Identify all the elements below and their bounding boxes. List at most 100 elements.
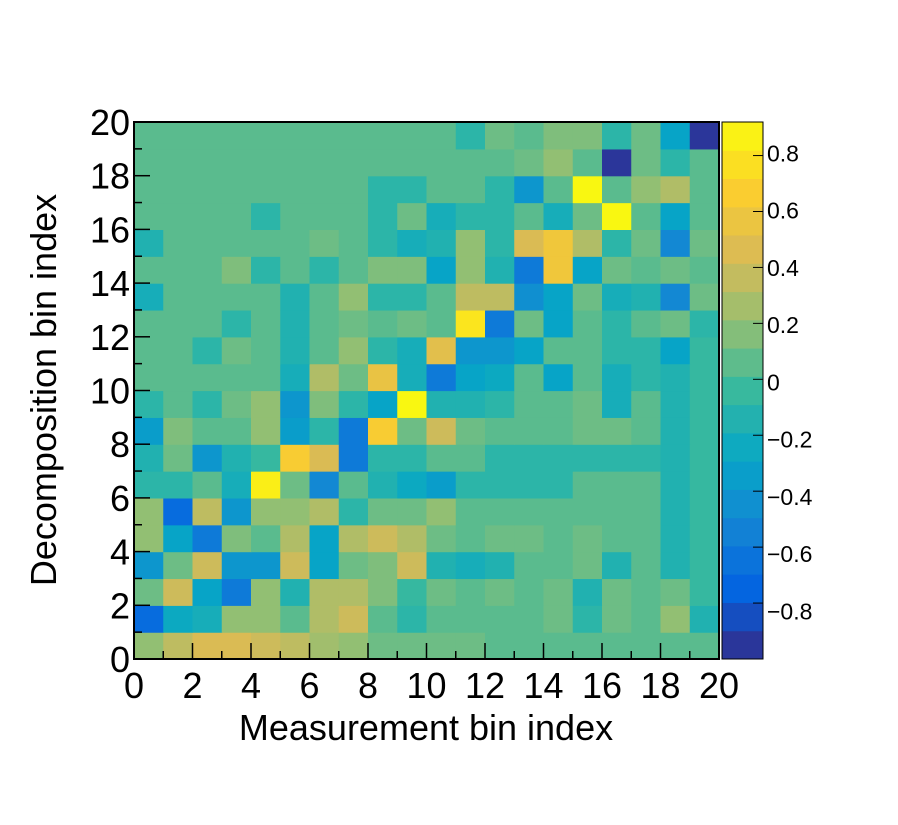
heatmap-cell (543, 632, 574, 660)
heatmap-cell (338, 417, 369, 445)
heatmap-cell (338, 202, 369, 230)
heatmap-cell (485, 309, 515, 338)
heatmap-cell (338, 229, 369, 257)
heatmap-cell (426, 524, 457, 553)
heatmap-cell (280, 524, 311, 553)
heatmap-cell (163, 578, 194, 606)
color-scale-frame (721, 121, 764, 660)
heatmap-cell (602, 363, 632, 392)
heatmap-cell (485, 524, 515, 553)
color-scale-band (722, 545, 763, 575)
heatmap-cell (397, 229, 428, 257)
heatmap-cell (426, 417, 457, 445)
heatmap-cell (163, 363, 194, 392)
heatmap-cell (689, 256, 720, 284)
y-tick-label: 12 (90, 317, 130, 358)
heatmap-cell (368, 175, 398, 204)
y-tick-label: 8 (110, 424, 130, 465)
heatmap-cell (514, 605, 545, 633)
heatmap-cell (280, 632, 311, 660)
heatmap-cell (426, 632, 457, 660)
y-axis-title: Decomposition bin index (23, 194, 64, 586)
heatmap-cell (485, 256, 515, 284)
heatmap-cell (572, 632, 603, 660)
heatmap-cell (572, 471, 603, 499)
heatmap-cell (163, 417, 194, 445)
heatmap-cell (543, 309, 574, 338)
heatmap-cell (368, 309, 398, 338)
heatmap-cell (689, 390, 720, 418)
heatmap-cell (572, 283, 603, 311)
x-tick-label: 12 (465, 665, 505, 706)
heatmap-cell (514, 417, 545, 445)
heatmap-cell (572, 122, 603, 150)
heatmap-cell (134, 256, 164, 284)
heatmap-cell (280, 309, 311, 338)
heatmap-cell (660, 175, 691, 204)
heatmap-cell (251, 444, 281, 472)
heatmap-cell (426, 605, 457, 633)
heatmap-cell (543, 202, 574, 230)
heatmap-cell (485, 632, 515, 660)
heatmap-cell (221, 229, 252, 257)
heatmap-cell (368, 390, 398, 418)
heatmap-cell (192, 309, 223, 338)
heatmap-cell (163, 390, 194, 418)
heatmap-cell (309, 497, 340, 526)
heatmap-cell (455, 229, 486, 257)
heatmap-cell (163, 309, 194, 338)
heatmap-cell (631, 175, 662, 204)
heatmap-cell (309, 578, 340, 606)
heatmap-cell (689, 497, 720, 526)
heatmap-cell (280, 471, 311, 499)
heatmap-cell (543, 122, 574, 150)
color-scale-tick-label: 0 (767, 370, 780, 396)
heatmap-cell (368, 605, 398, 633)
heatmap-cell (602, 497, 632, 526)
heatmap-cell (163, 632, 194, 660)
heatmap-cell (514, 229, 545, 257)
heatmap-cell (280, 148, 311, 177)
heatmap-cell (251, 202, 281, 230)
heatmap-cell (631, 471, 662, 499)
heatmap-cell (134, 229, 164, 257)
heatmap-cell (338, 336, 369, 365)
y-tick-label: 16 (90, 209, 130, 250)
heatmap-cell (426, 202, 457, 230)
heatmap-cell (163, 122, 194, 150)
heatmap-cell (221, 148, 252, 177)
heatmap-cell (485, 471, 515, 499)
heatmap-cell (602, 632, 632, 660)
heatmap-cell (134, 471, 164, 499)
heatmap-cell (368, 632, 398, 660)
heatmap-cell (455, 605, 486, 633)
heatmap-cell (514, 444, 545, 472)
heatmap-cell (338, 444, 369, 472)
heatmap-cell (309, 444, 340, 472)
heatmap-cell (192, 497, 223, 526)
heatmap-cell (689, 605, 720, 633)
heatmap-cell (485, 444, 515, 472)
heatmap-cell (251, 309, 281, 338)
heatmap-cell (689, 551, 720, 580)
heatmap-cell (572, 309, 603, 338)
x-axis-title: Measurement bin index (239, 707, 613, 748)
heatmap-cell (543, 390, 574, 418)
heatmap-cell (309, 283, 340, 311)
heatmap-cell (631, 336, 662, 365)
heatmap-cell (221, 122, 252, 150)
heatmap-cell (602, 524, 632, 553)
x-tick-label: 10 (406, 665, 446, 706)
heatmap-cell (280, 229, 311, 257)
heatmap-cell (251, 148, 281, 177)
color-scale-band (722, 291, 763, 321)
heatmap-cell (455, 256, 486, 284)
heatmap-cell (397, 122, 428, 150)
heatmap-cell (631, 390, 662, 418)
x-tick-label: 18 (640, 665, 680, 706)
heatmap-cell (251, 229, 281, 257)
heatmap-cell (397, 363, 428, 392)
heatmap-cell (368, 283, 398, 311)
heatmap-cell (134, 363, 164, 392)
heatmap-cell (455, 524, 486, 553)
